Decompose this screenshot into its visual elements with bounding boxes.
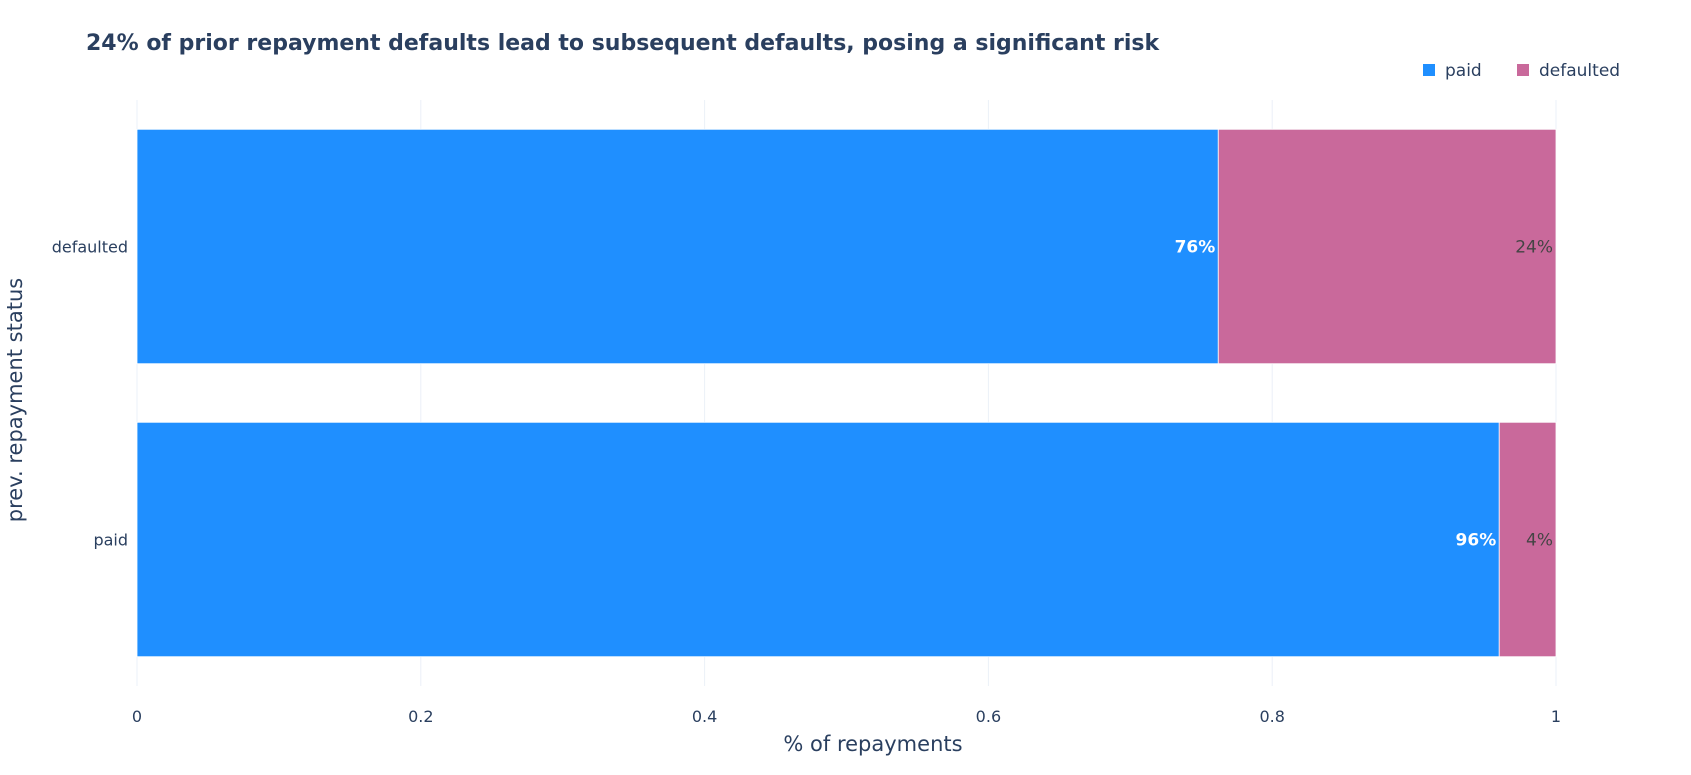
legend: paid defaulted <box>1423 61 1620 81</box>
x-tick-label: 0 <box>132 707 142 726</box>
y-axis-ticks: defaulted paid <box>52 238 128 550</box>
legend-label-paid: paid <box>1445 61 1482 81</box>
y-axis-title: prev. repayment status <box>3 278 27 522</box>
bar-label: 96% <box>1456 531 1497 551</box>
y-tick-label: defaulted <box>52 238 128 257</box>
bar-paid-defaulted <box>136 128 1219 365</box>
bar-label: 4% <box>1526 531 1553 551</box>
x-tick-label: 0.2 <box>408 707 433 726</box>
bar-label: 24% <box>1515 238 1553 258</box>
legend-swatch-paid <box>1423 64 1435 76</box>
x-tick-label: 0.6 <box>976 707 1001 726</box>
x-tick-label: 0.4 <box>692 707 717 726</box>
y-tick-label: paid <box>93 531 128 550</box>
chart-title: 24% of prior repayment defaults lead to … <box>86 31 1160 56</box>
x-axis-ticks: 0 0.2 0.4 0.6 0.8 1 <box>132 707 1561 726</box>
bar-defaulted-defaulted <box>1217 128 1557 365</box>
x-tick-label: 0.8 <box>1259 707 1284 726</box>
bar-paid-paid <box>136 421 1500 658</box>
bars: 76% 24% 96% 4% <box>136 128 1557 658</box>
legend-label-defaulted: defaulted <box>1539 61 1620 81</box>
x-axis-title: % of repayments <box>783 732 962 756</box>
legend-swatch-defaulted <box>1517 64 1529 76</box>
bar-defaulted-paid <box>1498 421 1557 658</box>
x-tick-label: 1 <box>1551 707 1561 726</box>
bar-label: 76% <box>1175 238 1216 258</box>
